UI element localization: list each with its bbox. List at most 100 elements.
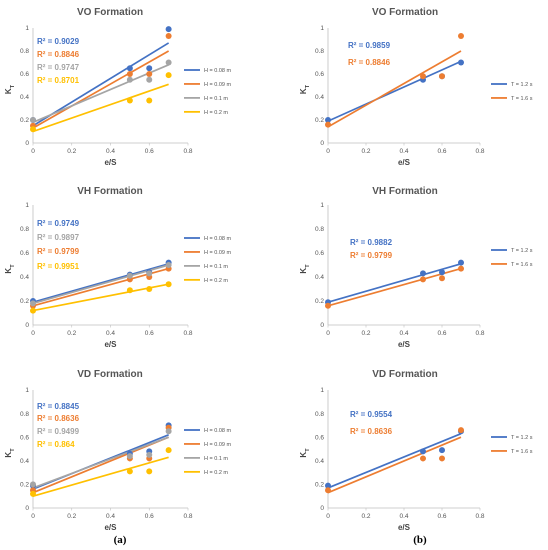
x-tick-label: 0: [326, 148, 330, 155]
x-tick-label: 0.8: [183, 148, 192, 155]
x-tick-label: 0.2: [67, 513, 76, 520]
data-point: [439, 73, 445, 80]
r2-label: R² = 0.8636: [37, 414, 80, 423]
x-tick-label: 0.4: [106, 330, 115, 337]
y-tick-label: 0.4: [20, 458, 29, 465]
data-point: [458, 265, 464, 272]
y-tick-label: 0.2: [20, 482, 29, 489]
r2-label: R² = 0.9897: [37, 233, 80, 242]
x-tick-label: 0.8: [475, 148, 484, 155]
r2-label: R² = 0.9799: [350, 251, 393, 260]
y-tick-label: 0.6: [315, 434, 324, 441]
y-tick-label: 0.8: [20, 226, 29, 233]
x-axis-title: e/S: [104, 158, 117, 167]
data-point: [165, 262, 172, 268]
x-tick-label: 0.6: [437, 148, 446, 155]
y-tick-label: 1: [320, 25, 324, 32]
y-tick-label: 0.6: [20, 434, 29, 441]
x-tick-label: 0: [31, 513, 35, 520]
x-tick-label: 0.8: [475, 330, 484, 337]
trendline: [327, 432, 462, 489]
legend-label: H = 0.2 m: [204, 110, 228, 116]
data-point: [146, 76, 153, 83]
data-point: [30, 307, 36, 314]
chart-title: VH Formation: [77, 186, 143, 197]
data-point: [165, 447, 172, 454]
data-point: [165, 33, 172, 40]
trendline: [327, 60, 462, 122]
x-tick-label: 0.2: [361, 330, 370, 337]
data-point: [420, 270, 426, 277]
y-tick-label: 1: [320, 387, 324, 394]
y-tick-label: 0.6: [315, 71, 324, 78]
data-point: [165, 281, 172, 288]
data-point: [146, 97, 153, 104]
x-tick-label: 0.6: [145, 148, 154, 155]
r2-label: R² = 0.8846: [37, 50, 80, 59]
trendline: [32, 262, 169, 304]
x-tick-label: 0.6: [437, 330, 446, 337]
data-point: [325, 117, 331, 123]
x-axis-title: e/S: [104, 523, 117, 532]
data-point: [146, 286, 153, 292]
data-point: [420, 455, 426, 462]
legend-label: H = 0.09 m: [204, 250, 231, 256]
data-point: [30, 126, 36, 133]
legend-label: H = 0.2 m: [204, 470, 228, 476]
y-axis-title: KT: [4, 448, 16, 458]
data-point: [420, 448, 426, 455]
x-tick-label: 0.8: [183, 513, 192, 520]
y-tick-label: 0.8: [315, 48, 324, 55]
trendline: [32, 83, 169, 133]
data-point: [126, 97, 133, 104]
legend-label: H = 0.09 m: [204, 442, 231, 448]
data-point: [30, 117, 36, 123]
x-tick-label: 0.8: [475, 513, 484, 520]
panels: VO Formation 0 0.2 0.4 0.6 0.8 1 0 0.2 0.4 0.6 0.8 e…: [4, 7, 533, 532]
data-point: [420, 73, 426, 80]
x-axis-title: e/S: [398, 158, 411, 167]
y-axis-title: KT: [299, 84, 311, 94]
data-point: [439, 269, 445, 276]
y-tick-label: 0.2: [315, 117, 324, 124]
y-tick-label: 0.2: [315, 482, 324, 489]
y-axis-title-subscript: T: [305, 448, 311, 452]
y-tick-label: 0.4: [315, 274, 324, 281]
x-tick-label: 0.4: [106, 513, 115, 520]
x-axis-title: e/S: [104, 340, 117, 349]
x-tick-label: 0.4: [399, 513, 408, 520]
x-tick-label: 0.6: [145, 513, 154, 520]
data-point: [146, 451, 153, 458]
r2-label: R² = 0.9499: [37, 427, 80, 436]
y-tick-label: 0.6: [20, 71, 29, 78]
x-tick-label: 0.8: [183, 330, 192, 337]
y-axis-title-subscript: T: [10, 264, 16, 268]
y-tick-label: 0: [25, 505, 29, 512]
data-point: [165, 428, 172, 435]
data-point: [420, 276, 426, 283]
data-point: [439, 275, 445, 282]
legend-label: T = 1.2 s: [511, 435, 533, 441]
x-tick-label: 0.4: [399, 330, 408, 337]
y-tick-label: 0.4: [315, 458, 324, 465]
x-tick-label: 0.4: [399, 148, 408, 155]
trendline: [32, 283, 169, 312]
x-tick-label: 0: [326, 330, 330, 337]
r2-label: R² = 0.9799: [37, 247, 80, 256]
data-point: [126, 65, 133, 72]
data-point: [146, 65, 153, 72]
y-axis-title-subscript: T: [10, 84, 16, 88]
legend-label: H = 0.08 m: [204, 236, 231, 242]
r2-label: R² = 0.8846: [348, 58, 391, 67]
x-tick-label: 0.2: [67, 148, 76, 155]
y-tick-label: 0.6: [315, 250, 324, 257]
legend-label: H = 0.08 m: [204, 68, 231, 74]
data-point: [126, 76, 133, 83]
trendline: [32, 436, 169, 489]
data-point: [30, 481, 36, 488]
r2-label: R² = 0.9749: [37, 219, 80, 228]
x-tick-label: 0: [31, 148, 35, 155]
y-tick-label: 0: [320, 322, 324, 329]
legend-label: T = 1.6 s: [511, 96, 533, 102]
